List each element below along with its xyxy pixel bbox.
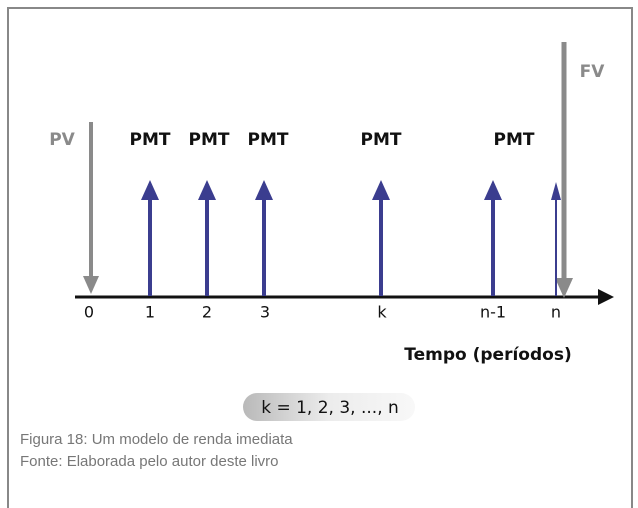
caption: Figura 18: Um modelo de renda imediata <box>20 431 293 448</box>
pmt-label: PMT <box>494 130 535 150</box>
pmt-arrows <box>141 180 561 296</box>
tick-label: 1 <box>145 303 155 322</box>
tick-label: n <box>551 303 561 322</box>
pmt-arrowhead <box>255 180 273 200</box>
tick-label: 3 <box>260 303 270 322</box>
tick-label: n-1 <box>480 303 506 322</box>
formula-box <box>243 393 415 421</box>
fv-label: FV <box>580 62 606 82</box>
pmt-arrowhead <box>198 180 216 200</box>
pmt-arrowhead <box>141 180 159 200</box>
pmt-arrowhead <box>551 182 561 200</box>
pmt-label: PMT <box>130 130 171 150</box>
pmt-label: PMT <box>361 130 402 150</box>
fv-arrowhead <box>555 278 573 298</box>
pmt-arrowhead <box>372 180 390 200</box>
pv-arrowhead <box>83 276 99 294</box>
pv-label: PV <box>49 130 75 150</box>
tick-label: 2 <box>202 303 212 322</box>
pmt-arrowhead <box>484 180 502 200</box>
pmt-label: PMT <box>248 130 289 150</box>
frame <box>7 7 633 508</box>
axis-title: Tempo (períodos) <box>404 345 571 365</box>
tick-label: k <box>377 303 387 322</box>
tick-label: 0 <box>84 303 94 322</box>
formula: k = 1, 2, 3, ..., n <box>261 398 399 418</box>
axis-arrowhead <box>598 289 614 305</box>
source: Fonte: Elaborada pelo autor deste livro <box>20 453 279 470</box>
pmt-label: PMT <box>189 130 230 150</box>
